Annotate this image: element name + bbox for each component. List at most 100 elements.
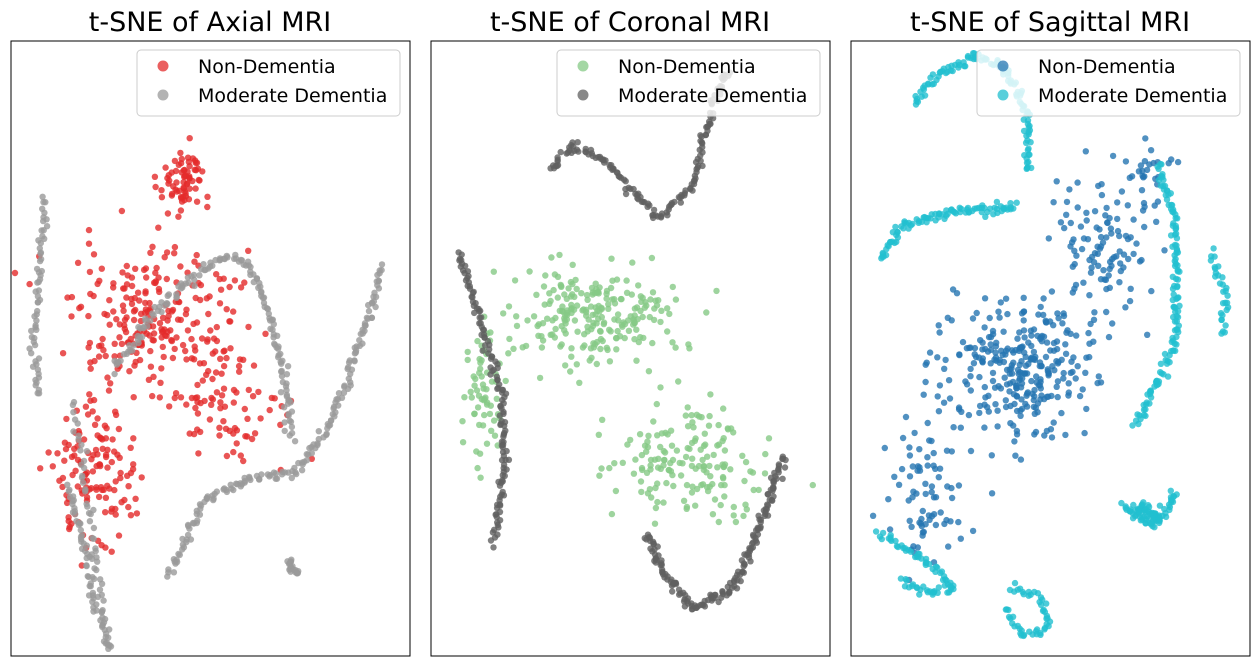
scatter-point (192, 185, 199, 192)
scatter-point (474, 464, 481, 472)
scatter-point (1218, 330, 1225, 337)
scatter-point (955, 518, 962, 526)
scatter-point (986, 314, 993, 322)
scatter-point (882, 251, 890, 259)
scatter-point (306, 444, 313, 452)
scatter-point (212, 369, 220, 376)
scatter-point (957, 535, 964, 542)
scatter-point (1011, 579, 1019, 587)
scatter-point (194, 381, 201, 389)
scatter-point (929, 71, 937, 78)
scatter-point (633, 326, 640, 333)
scatter-point (79, 479, 87, 486)
scatter-point (935, 408, 943, 415)
scatter-point (597, 328, 604, 335)
scatter-point (612, 487, 620, 495)
scatter-point (1034, 332, 1041, 340)
scatter-point (654, 480, 661, 487)
scatter-point (292, 469, 299, 476)
scatter-point (106, 485, 113, 492)
scatter-point (934, 354, 941, 361)
scatter-point (205, 310, 212, 318)
scatter-point (468, 394, 475, 401)
scatter-point (1150, 513, 1157, 520)
scatter-point (925, 560, 933, 568)
scatter-point (894, 543, 902, 551)
scatter-point (1044, 366, 1052, 373)
scatter-point (476, 450, 484, 457)
scatter-point (936, 382, 944, 389)
scatter-point (157, 379, 164, 386)
scatter-point (1098, 191, 1106, 199)
scatter-point (955, 482, 963, 489)
scatter-point (222, 425, 230, 432)
scatter-point (907, 548, 914, 555)
scatter-point (1173, 235, 1181, 242)
scatter-point (1006, 366, 1013, 373)
scatter-point (220, 362, 228, 370)
scatter-point (185, 522, 192, 530)
scatter-point (654, 432, 661, 439)
scatter-point (493, 395, 500, 402)
scatter-point (637, 307, 644, 315)
scatter-point (764, 512, 772, 519)
scatter-point (93, 484, 100, 491)
scatter-point (701, 597, 708, 605)
scatter-point (98, 591, 106, 599)
scatter-point (125, 483, 132, 490)
scatter-point (459, 418, 466, 425)
scatter-point (1083, 209, 1090, 216)
scatter-point (1156, 515, 1163, 522)
scatter-point (171, 345, 178, 353)
scatter-point (1157, 360, 1165, 367)
scatter-point (668, 442, 676, 449)
scatter-point (701, 603, 709, 610)
scatter-point (1107, 225, 1115, 232)
scatter-point (1005, 606, 1012, 614)
scatter-point (1140, 499, 1147, 506)
scatter-point (608, 255, 615, 262)
scatter-point (471, 410, 478, 418)
scatter-point (490, 417, 498, 424)
panel-sagittal: t-SNE of Sagittal MRI Non-Dementia Moder… (850, 7, 1251, 657)
scatter-point (1125, 255, 1132, 263)
scatter-point (474, 404, 482, 411)
scatter-point (1038, 362, 1045, 370)
scatter-point (1055, 315, 1062, 322)
scatter-point (487, 402, 494, 409)
scatter-point (61, 457, 68, 464)
scatter-point (1001, 374, 1008, 381)
scatter-point (87, 397, 94, 404)
scatter-point (997, 299, 1004, 306)
scatter-point (156, 288, 163, 296)
scatter-point (74, 420, 81, 427)
scatter-point (1117, 267, 1125, 275)
scatter-point (1222, 322, 1229, 329)
scatter-point (629, 259, 636, 266)
series-moderate-dementia (26, 193, 386, 652)
scatter-point (95, 493, 103, 501)
scatter-point (503, 447, 510, 455)
scatter-point (926, 349, 934, 356)
scatter-point (278, 372, 286, 380)
scatter-point (283, 371, 291, 378)
legend-label-moderate-dementia: Moderate Dementia (618, 85, 807, 107)
scatter-point (1093, 224, 1100, 231)
scatter-point (152, 278, 160, 285)
scatter-point (949, 286, 957, 293)
scatter-point (89, 408, 96, 415)
scatter-point (697, 446, 704, 453)
scatter-point (285, 410, 292, 418)
scatter-point (105, 387, 113, 394)
scatter-point (230, 430, 237, 437)
scatter-point (1067, 369, 1075, 377)
scatter-point (486, 410, 494, 418)
scatter-point (661, 456, 668, 464)
scatter-point (351, 357, 358, 364)
scatter-point (649, 339, 656, 347)
scatter-point (645, 432, 652, 439)
scatter-point (110, 308, 117, 315)
scatter-point (872, 528, 880, 535)
scatter-point (984, 348, 992, 355)
